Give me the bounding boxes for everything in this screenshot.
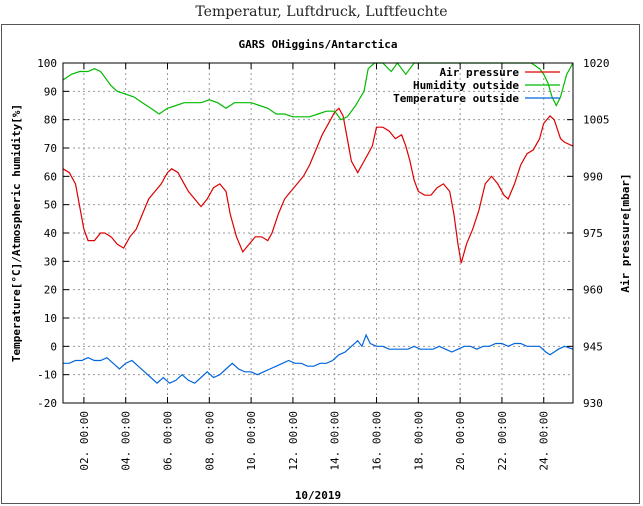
y2-axis-label: Air pressure[mbar]	[619, 173, 632, 292]
page-title: Temperatur, Luftdruck, Luftfeuchte	[195, 4, 448, 20]
chart-title: GARS OHiggins/Antarctica	[239, 38, 398, 51]
y-tick-label: 60	[44, 170, 57, 183]
x-tick-label: 06. 00:00	[162, 411, 175, 471]
y2-tick-label: 975	[583, 227, 603, 240]
legend-label: Humidity outside	[413, 79, 519, 92]
y2-tick-label: 960	[583, 284, 603, 297]
y-axis-label: Temperature[°C]/Atmospheric humidity[%]	[10, 104, 23, 362]
x-tick-label: 20. 00:00	[454, 411, 467, 471]
y2-tick-label: 930	[583, 397, 603, 410]
x-axis-label: 10/2019	[295, 489, 341, 502]
y-tick-label: 90	[44, 85, 57, 98]
series-layer	[62, 61, 574, 385]
y2-tick-label: 990	[583, 170, 603, 183]
x-tick-label: 18. 00:00	[412, 411, 425, 471]
x-tick-label: 16. 00:00	[371, 411, 384, 471]
x-tick-label: 14. 00:00	[329, 411, 342, 471]
y-tick-label: -20	[37, 397, 57, 410]
grid	[63, 63, 573, 403]
y2-tick-label: 945	[583, 340, 603, 353]
y-tick-label: 30	[44, 255, 57, 268]
series-line-air-pressure	[62, 107, 574, 264]
x-tick-label: 04. 00:00	[120, 411, 133, 471]
y-tick-label: 40	[44, 227, 57, 240]
y-tick-label: 20	[44, 284, 57, 297]
y-tick-label: -10	[37, 369, 57, 382]
x-tick-label: 24. 00:00	[538, 411, 551, 471]
y-tick-label: 70	[44, 142, 57, 155]
chart-frame	[1, 24, 640, 504]
x-tick-label: 22. 00:00	[496, 411, 509, 471]
ticks: 1009080706050403020100-10-20102010059909…	[37, 57, 609, 471]
y-tick-label: 10	[44, 312, 57, 325]
y2-tick-label: 1005	[583, 114, 610, 127]
y-tick-label: 50	[44, 199, 57, 212]
y-tick-label: 80	[44, 114, 57, 127]
y-tick-label: 0	[50, 340, 57, 353]
series-line-temperature-outside	[63, 333, 574, 385]
legend-label: Air pressure	[440, 66, 520, 79]
legend-label: Temperature outside	[393, 92, 519, 105]
x-tick-label: 02. 00:00	[78, 411, 91, 471]
x-tick-label: 12. 00:00	[287, 411, 300, 471]
y-tick-label: 100	[37, 57, 57, 70]
x-tick-label: 10. 00:00	[245, 411, 258, 471]
x-tick-label: 08. 00:00	[203, 411, 216, 471]
y2-tick-label: 1020	[583, 57, 610, 70]
